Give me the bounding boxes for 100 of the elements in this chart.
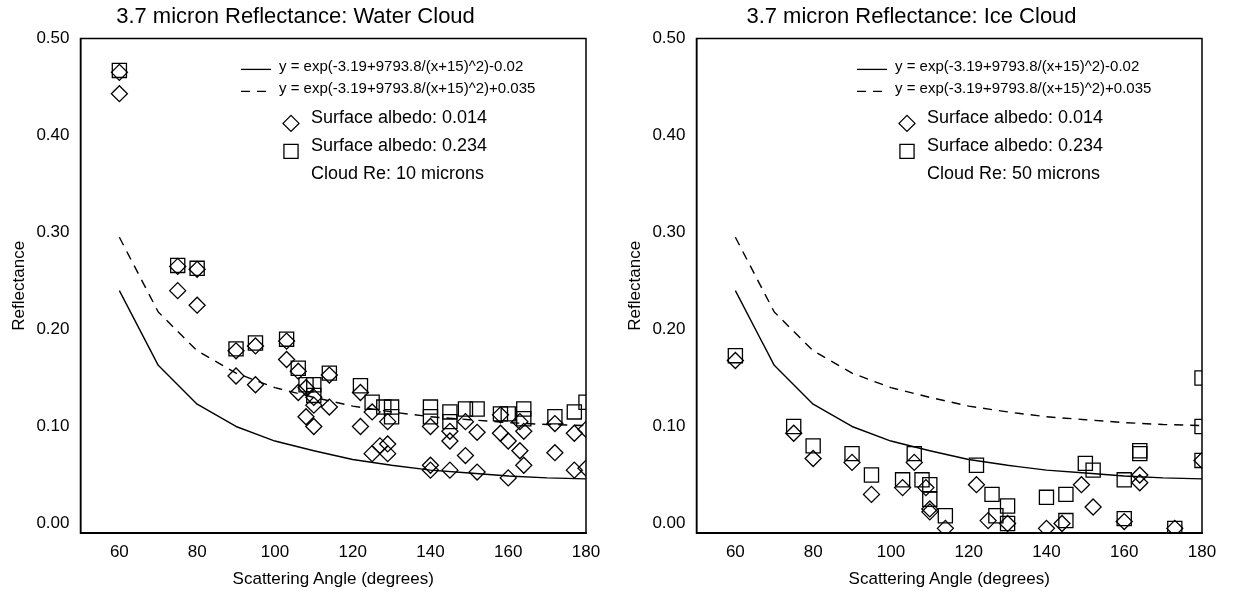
point: [862, 485, 881, 504]
point: [565, 461, 583, 479]
point: [320, 398, 339, 416]
point: [1131, 466, 1149, 484]
point: [511, 442, 529, 460]
y-tick-label: 0.00: [36, 513, 70, 533]
point: [441, 432, 459, 450]
point: [351, 417, 370, 436]
x-tick-label: 100: [876, 542, 906, 562]
point: [936, 519, 955, 534]
point: [277, 350, 296, 369]
point: [1038, 489, 1055, 506]
point: [298, 377, 314, 393]
point: [546, 414, 564, 433]
point: [547, 409, 563, 425]
point: [247, 335, 264, 351]
x-tick-label: 60: [109, 542, 129, 562]
point: [1053, 514, 1071, 533]
point: [379, 444, 397, 463]
x-tick-label: 140: [416, 542, 445, 562]
legend-label: Surface albedo: 0.014: [927, 107, 1104, 128]
chart-title: 3.7 micron Reflectance: Ice Cloud: [746, 3, 1077, 29]
legend-label: y = exp(-3.19+9793.8/(x+15)^2)+0.035: [895, 78, 1152, 96]
annotation: Cloud Re: 50 microns: [927, 163, 1101, 184]
point: [968, 457, 985, 474]
point: [516, 411, 532, 427]
point: [421, 461, 440, 479]
point: [289, 383, 307, 402]
point: [804, 449, 822, 468]
y-tick-label: 0.30: [652, 222, 686, 242]
point: [305, 396, 323, 414]
point: [515, 456, 533, 474]
point: [1085, 462, 1101, 478]
point: [110, 85, 129, 103]
point: [456, 446, 475, 465]
point: [1116, 472, 1132, 488]
point: [999, 498, 1016, 514]
point: [457, 401, 474, 417]
point: [546, 444, 564, 462]
point: [726, 351, 745, 370]
legend-label: y = exp(-3.19+9793.8/(x+15)^2)+0.035: [279, 78, 536, 96]
point: [984, 486, 1000, 503]
point: [305, 417, 323, 436]
point: [967, 476, 986, 494]
point: [1058, 486, 1074, 503]
x-axis-title: Scattering Angle (degrees): [848, 569, 1050, 589]
point: [843, 453, 861, 472]
point: [421, 417, 440, 436]
point: [937, 508, 954, 524]
y-tick-label: 0.30: [36, 222, 70, 242]
y-tick-label: 0.00: [652, 513, 686, 533]
point: [516, 401, 532, 417]
point: [379, 412, 397, 431]
point: [306, 377, 322, 393]
point: [1037, 519, 1056, 534]
point: [422, 409, 439, 425]
point: [289, 362, 307, 380]
point: [805, 438, 821, 454]
point: [1058, 512, 1074, 529]
point: [351, 383, 370, 402]
point: [922, 491, 938, 507]
point: [1116, 510, 1132, 527]
point: [914, 472, 930, 488]
x-tick-label: 120: [338, 542, 367, 562]
point: [169, 282, 187, 300]
annotation: Cloud Re: 10 microns: [311, 163, 485, 184]
legend-label: y = exp(-3.19+9793.8/(x+15)^2)-0.02: [895, 56, 1140, 74]
point: [565, 424, 583, 442]
point: [352, 378, 369, 394]
x-tick-label: 80: [187, 542, 207, 562]
point: [290, 360, 306, 376]
point: [442, 404, 458, 420]
point: [246, 376, 265, 394]
point: [468, 463, 486, 481]
x-tick-label: 160: [494, 542, 523, 562]
x-tick-label: 80: [803, 542, 823, 562]
point: [188, 296, 206, 314]
point: [785, 424, 803, 442]
y-tick-label: 0.40: [652, 125, 686, 145]
point: [421, 456, 440, 474]
y-axis-title: Reflectance: [624, 240, 644, 331]
point: [376, 399, 392, 415]
x-tick-label: 120: [954, 542, 983, 562]
point: [1077, 455, 1094, 472]
point: [499, 432, 517, 450]
point: [906, 445, 922, 462]
y-tick-label: 0.40: [36, 125, 70, 145]
point: [893, 478, 912, 497]
point: [227, 367, 245, 385]
point: [1115, 512, 1133, 531]
point: [441, 422, 459, 440]
x-axis-title: Scattering Angle (degrees): [232, 569, 434, 589]
point: [979, 511, 997, 530]
point: [499, 469, 517, 487]
point: [894, 472, 911, 488]
point: [727, 347, 744, 364]
point: [297, 379, 315, 397]
point: [468, 423, 486, 441]
point: [469, 401, 485, 417]
point: [917, 478, 935, 497]
